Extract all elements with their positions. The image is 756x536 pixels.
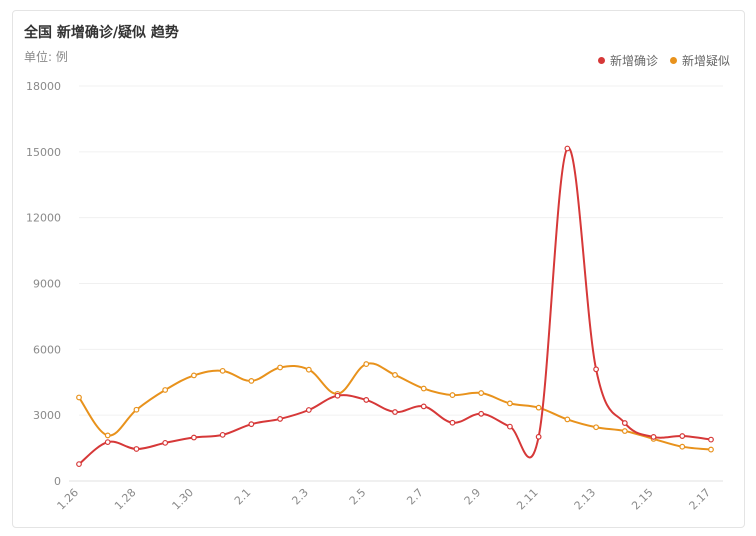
y-tick-label: 3000 bbox=[33, 409, 61, 422]
data-point-confirmed bbox=[76, 461, 82, 468]
y-tick-label: 15000 bbox=[26, 146, 61, 159]
data-point-suspected bbox=[76, 394, 82, 401]
data-point-confirmed bbox=[334, 392, 341, 399]
x-tick-label: 2.5 bbox=[347, 486, 369, 508]
x-tick-label: 2.7 bbox=[404, 486, 426, 508]
data-point-confirmed bbox=[277, 416, 283, 422]
data-point-suspected bbox=[507, 400, 513, 407]
data-point-confirmed bbox=[104, 439, 111, 446]
x-tick-label: 1.30 bbox=[170, 486, 197, 513]
series-layer bbox=[76, 145, 714, 468]
x-tick-label: 2.11 bbox=[514, 486, 541, 513]
y-tick-label: 9000 bbox=[33, 278, 61, 291]
data-point-suspected bbox=[219, 367, 226, 374]
legend: 新增确诊 新增疑似 bbox=[597, 52, 730, 69]
data-point-confirmed bbox=[650, 434, 657, 440]
y-tick-label: 6000 bbox=[33, 343, 61, 356]
data-point-suspected bbox=[248, 377, 255, 384]
data-point-suspected bbox=[305, 366, 312, 373]
data-point-confirmed bbox=[219, 431, 226, 438]
data-point-suspected bbox=[593, 424, 599, 431]
grid-layer bbox=[79, 85, 723, 416]
data-point-confirmed bbox=[191, 434, 197, 441]
data-point-confirmed bbox=[564, 145, 571, 152]
data-point-confirmed bbox=[621, 420, 628, 426]
data-point-suspected bbox=[104, 432, 111, 439]
data-point-suspected bbox=[535, 404, 542, 411]
legend-label-suspected: 新增疑似 bbox=[681, 54, 730, 68]
legend-label-confirmed: 新增确诊 bbox=[609, 54, 658, 68]
x-tick-label: 2.1 bbox=[232, 486, 254, 508]
chart-title: 全国 新增确诊/疑似 趋势 bbox=[24, 25, 179, 41]
data-point-confirmed bbox=[535, 433, 542, 440]
legend-marker-suspected bbox=[669, 57, 677, 64]
data-point-suspected bbox=[564, 416, 571, 423]
chart-card bbox=[12, 10, 745, 528]
data-point-confirmed bbox=[363, 397, 370, 403]
data-point-confirmed bbox=[133, 446, 140, 452]
unit-label: 单位: 例 bbox=[24, 50, 68, 64]
legend-item-confirmed[interactable]: 新增确诊 bbox=[597, 52, 658, 69]
data-point-confirmed bbox=[162, 439, 169, 446]
data-point-confirmed bbox=[420, 403, 427, 410]
data-point-suspected bbox=[449, 392, 456, 398]
x-tick-label: 2.3 bbox=[289, 486, 311, 508]
data-point-suspected bbox=[420, 385, 427, 392]
data-point-suspected bbox=[162, 387, 169, 393]
data-point-confirmed bbox=[708, 436, 714, 443]
y-tick-label: 18000 bbox=[26, 80, 61, 93]
legend-item-suspected[interactable]: 新增疑似 bbox=[669, 52, 730, 69]
x-tick-label: 2.15 bbox=[629, 486, 656, 513]
data-point-confirmed bbox=[593, 366, 599, 373]
data-point-confirmed bbox=[305, 407, 312, 413]
data-point-confirmed bbox=[392, 409, 398, 415]
data-point-confirmed bbox=[248, 421, 255, 428]
data-point-confirmed bbox=[478, 410, 485, 417]
x-tick-label: 1.26 bbox=[55, 486, 82, 513]
x-tick-label: 1.28 bbox=[112, 486, 139, 513]
data-point-confirmed bbox=[679, 433, 686, 439]
legend-marker-confirmed bbox=[597, 57, 605, 64]
data-point-suspected bbox=[478, 390, 485, 396]
data-point-suspected bbox=[392, 372, 398, 378]
data-point-suspected bbox=[679, 443, 686, 450]
y-tick-label: 0 bbox=[54, 475, 61, 488]
data-point-confirmed bbox=[449, 419, 456, 426]
x-tick-label: 2.17 bbox=[687, 486, 714, 513]
data-point-confirmed bbox=[507, 423, 513, 430]
data-point-suspected bbox=[133, 406, 140, 413]
x-tick-label: 2.9 bbox=[462, 486, 484, 508]
data-point-suspected bbox=[708, 446, 714, 453]
data-point-suspected bbox=[191, 372, 197, 379]
data-point-suspected bbox=[363, 361, 370, 367]
y-tick-label: 12000 bbox=[26, 212, 61, 225]
x-tick-label: 2.13 bbox=[572, 486, 599, 513]
series-line-confirmed bbox=[78, 147, 712, 466]
data-point-suspected bbox=[277, 364, 283, 371]
data-point-suspected bbox=[621, 428, 628, 434]
